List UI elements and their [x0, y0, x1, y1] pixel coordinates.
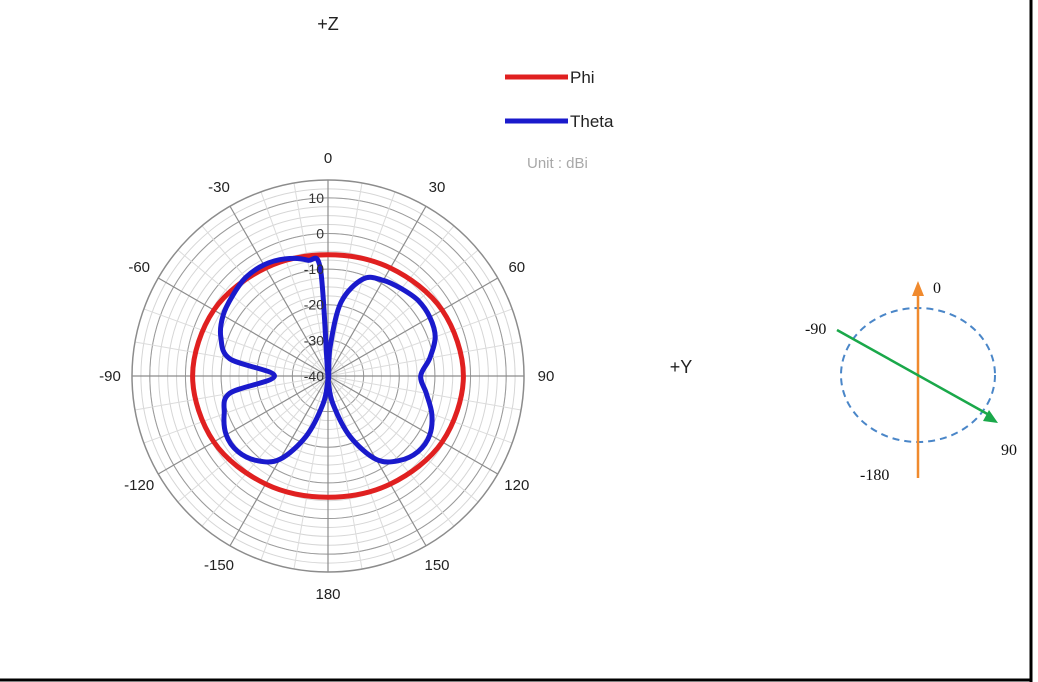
- grid-spoke-major: [229, 205, 329, 377]
- diagram-label-bottom: -180: [860, 467, 889, 484]
- unit-label: Unit : dBi: [527, 155, 588, 172]
- angle-tick-label: 60: [508, 259, 525, 276]
- grid-spoke-major: [157, 375, 329, 475]
- grid-spoke-minor: [201, 375, 329, 527]
- orientation-diagram: 0 -90 90 -180: [805, 280, 1017, 484]
- angle-tick-label: -60: [128, 259, 150, 276]
- angle-tick-label: 0: [324, 150, 332, 167]
- series-line-phi: [190, 252, 466, 500]
- grid-spoke-major: [327, 205, 427, 377]
- angle-tick-label: 90: [538, 368, 555, 385]
- polar-labels: 0 30 60 90 120 150 180 -150 -120 -90 -60 -30 10 0 -10 -…: [99, 150, 554, 603]
- grid-spoke-minor: [143, 375, 329, 444]
- grid-spoke-minor: [327, 375, 455, 527]
- angle-tick-label: -150: [204, 557, 234, 574]
- grid-spoke-minor: [201, 225, 329, 377]
- grid-spoke-minor: [143, 308, 329, 377]
- axis-title-y: +Y: [670, 357, 693, 377]
- grid-spoke-minor: [327, 182, 363, 377]
- series-line-theta: [217, 255, 438, 465]
- grid-spoke-minor: [327, 249, 479, 377]
- grid-spoke-major: [327, 277, 499, 377]
- angle-tick-label: 150: [424, 557, 449, 574]
- grid-spoke-major: [327, 375, 499, 475]
- grid-spoke-minor: [327, 308, 513, 377]
- grid-spoke-minor: [327, 225, 455, 377]
- diagonal-arrow: [836, 328, 992, 418]
- radial-tick-label: -20: [304, 297, 324, 313]
- grid-spoke-minor: [177, 375, 329, 503]
- angle-tick-label: -120: [124, 477, 154, 494]
- grid-spoke-major: [157, 277, 329, 377]
- grid-spoke-minor: [327, 341, 522, 377]
- grid-outer-ring: [131, 179, 525, 573]
- grid-spoke-minor: [293, 182, 329, 377]
- legend: Phi Theta Unit : dBi: [505, 68, 614, 172]
- diagram-label-left: -90: [805, 321, 826, 338]
- radial-tick-label: -40: [304, 368, 324, 384]
- grid-spoke-minor: [327, 191, 396, 377]
- grid-spoke-minor: [327, 375, 513, 444]
- grid-spoke-minor: [327, 375, 396, 561]
- grid-spoke-minor: [260, 375, 329, 561]
- grid-spoke-minor: [177, 249, 329, 377]
- grid-spoke-minor: [327, 375, 479, 503]
- angle-tick-label: 30: [429, 179, 446, 196]
- legend-label-theta: Theta: [570, 112, 614, 131]
- grid-spoke-minor: [260, 191, 329, 377]
- legend-label-phi: Phi: [570, 68, 595, 87]
- angle-tick-label: -90: [99, 368, 121, 385]
- diagonal-arrow-head: [983, 410, 998, 423]
- angle-tick-label: 120: [504, 477, 529, 494]
- vertical-arrow-head: [912, 281, 924, 296]
- series-group: [190, 252, 466, 500]
- diagram-label-right: 90: [1001, 442, 1017, 459]
- radial-tick-label: -30: [304, 332, 324, 348]
- angle-tick-label: -30: [208, 179, 230, 196]
- radial-tick-label: -10: [304, 261, 324, 277]
- diagram-label-top: 0: [933, 280, 941, 297]
- polar-grid: [131, 179, 525, 573]
- radial-tick-label: 0: [316, 226, 324, 242]
- axis-title-z: +Z: [317, 14, 339, 34]
- radial-tick-label: 10: [308, 190, 324, 206]
- angle-tick-label: 180: [315, 586, 340, 603]
